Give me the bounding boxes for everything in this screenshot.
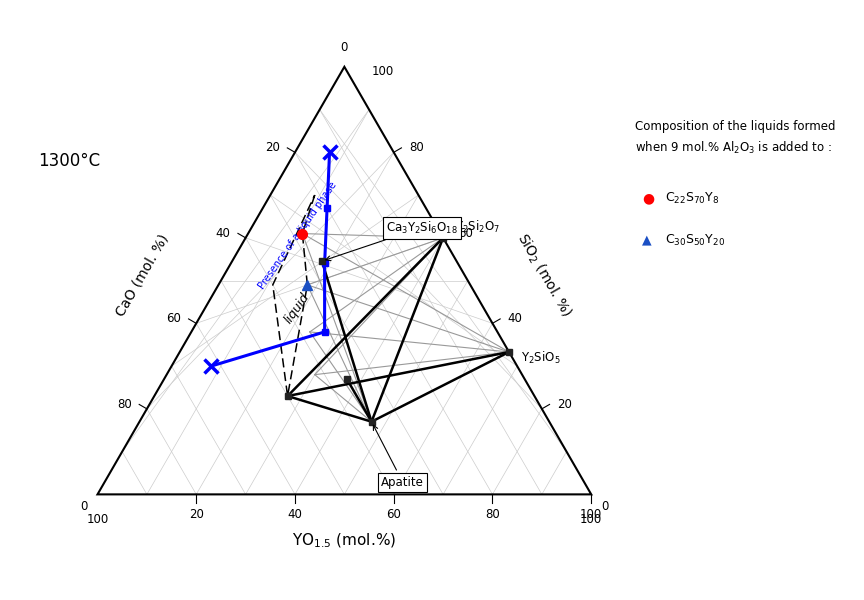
Text: 0: 0 [80,500,87,514]
Text: ▲: ▲ [642,233,651,247]
Text: SiO$_2$ (mol. %): SiO$_2$ (mol. %) [513,230,575,321]
Text: 100: 100 [86,513,109,526]
Text: Ca$_3$Y$_2$Si$_6$O$_{18}$: Ca$_3$Y$_2$Si$_6$O$_{18}$ [326,220,458,260]
Text: 20: 20 [557,398,572,411]
Text: C$_{30}$S$_{50}$Y$_{20}$: C$_{30}$S$_{50}$Y$_{20}$ [665,232,726,248]
Text: 80: 80 [117,398,132,411]
Text: ●: ● [642,191,654,205]
Text: Apatite: Apatite [373,425,424,489]
Text: 0: 0 [601,500,608,514]
Text: C$_{22}$S$_{70}$Y$_8$: C$_{22}$S$_{70}$Y$_8$ [665,190,720,206]
Text: 60: 60 [166,313,181,325]
Text: liquid: liquid [283,290,313,326]
Text: 40: 40 [288,508,302,521]
Text: 100: 100 [372,65,394,78]
Text: 20: 20 [189,508,204,521]
Text: 1300°C: 1300°C [38,152,100,170]
Text: 60: 60 [386,508,401,521]
Text: CaO (mol. %): CaO (mol. %) [113,232,171,319]
Text: 80: 80 [409,142,423,154]
Text: 40: 40 [216,227,231,240]
Text: 40: 40 [507,313,523,325]
Text: Y$_2$Si$_2$O$_7$: Y$_2$Si$_2$O$_7$ [455,218,500,235]
Text: Presence of a liquid phase: Presence of a liquid phase [257,180,339,291]
Text: Composition of the liquids formed
when 9 mol.% Al$_2$O$_3$ is added to :: Composition of the liquids formed when 9… [635,120,835,156]
Text: 100: 100 [580,508,602,521]
Text: YO$_{1.5}$ (mol.%): YO$_{1.5}$ (mol.%) [292,532,397,550]
Text: 80: 80 [485,508,500,521]
Text: 20: 20 [265,142,280,154]
Text: 0: 0 [340,41,348,55]
Text: 60: 60 [458,227,473,240]
Text: 100: 100 [580,513,602,526]
Text: Y$_2$SiO$_5$: Y$_2$SiO$_5$ [521,350,561,366]
